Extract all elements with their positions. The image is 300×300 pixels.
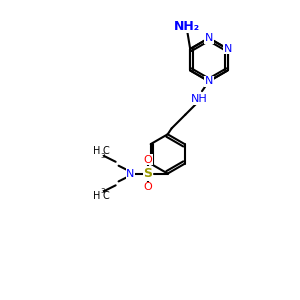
- Text: NH: NH: [191, 94, 207, 104]
- Text: 3: 3: [100, 188, 104, 194]
- Text: H: H: [93, 191, 100, 201]
- Text: S: S: [143, 167, 152, 180]
- Text: C: C: [103, 191, 110, 201]
- Text: N: N: [205, 76, 213, 86]
- Text: H: H: [93, 146, 100, 156]
- Text: O: O: [144, 155, 152, 165]
- Text: N: N: [126, 169, 135, 178]
- Text: O: O: [144, 182, 152, 192]
- Text: 3: 3: [100, 153, 104, 159]
- Text: N: N: [205, 33, 213, 43]
- Text: NH₂: NH₂: [174, 20, 200, 33]
- Text: N: N: [224, 44, 232, 54]
- Text: C: C: [103, 146, 110, 156]
